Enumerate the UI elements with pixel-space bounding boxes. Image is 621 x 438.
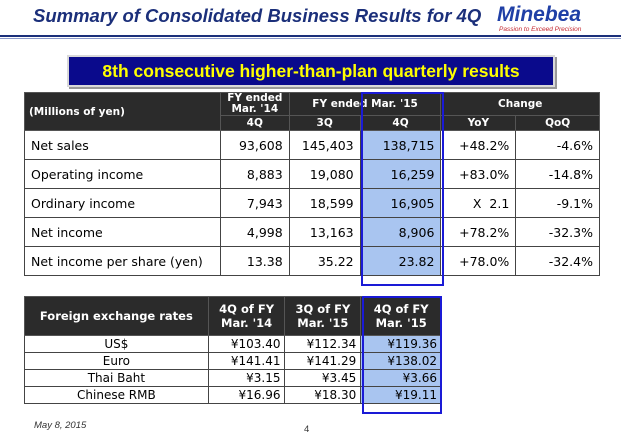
cell-qoq: -32.3% — [515, 217, 600, 247]
fx-value: ¥3.15 — [207, 369, 286, 387]
fx-value: ¥112.34 — [284, 335, 362, 353]
cell-qoq: -14.8% — [515, 159, 600, 189]
cell-value: 19,080 — [288, 159, 361, 189]
cell-value: 8,883 — [219, 159, 290, 189]
col-fy14-4q: 4Q — [219, 115, 290, 131]
cell-yoy: +83.0% — [440, 159, 517, 189]
fx-header-fy14-4q: 4Q of FY Mar. '14 — [207, 296, 286, 336]
cell-value: 13,163 — [288, 217, 361, 247]
currency-label: US$ — [24, 335, 209, 353]
currency-label: Euro — [24, 352, 209, 370]
row-label: Ordinary income — [24, 188, 221, 218]
cell-value: 18,599 — [288, 188, 361, 218]
fx-value: ¥16.96 — [207, 386, 286, 404]
fx-header-label: Foreign exchange rates — [24, 296, 209, 336]
units-label: (Millions of yen) — [24, 92, 221, 131]
fx-value: ¥18.30 — [284, 386, 362, 404]
row-label: Net income per share (yen) — [24, 246, 221, 276]
table-row: Chinese RMB ¥16.96 ¥18.30 ¥19.11 — [24, 386, 442, 404]
cell-qoq: -9.1% — [515, 188, 600, 218]
cell-value-highlight: 23.82 — [359, 246, 442, 276]
fx-value-highlight: ¥19.11 — [360, 386, 442, 404]
header-change: Change — [440, 92, 600, 116]
table-row: Euro ¥141.41 ¥141.29 ¥138.02 — [24, 352, 442, 370]
cell-yoy: X 2.1 — [440, 188, 517, 218]
cell-value: 13.38 — [219, 246, 290, 276]
table-row: Thai Baht ¥3.15 ¥3.45 ¥3.66 — [24, 369, 442, 387]
fx-value-highlight: ¥119.36 — [360, 335, 442, 353]
cell-value-highlight: 8,906 — [359, 217, 442, 247]
fx-value-highlight: ¥3.66 — [360, 369, 442, 387]
fx-header-fy15-3q: 3Q of FY Mar. '15 — [284, 296, 362, 336]
cell-value: 4,998 — [219, 217, 290, 247]
results-table: (Millions of yen) FY ended Mar. '14 FY e… — [24, 92, 600, 276]
fx-value: ¥103.40 — [207, 335, 286, 353]
table-row: Net income 4,998 13,163 8,906 +78.2% -32… — [24, 217, 600, 247]
fx-value: ¥3.45 — [284, 369, 362, 387]
page-number: 4 — [304, 424, 310, 435]
table-row: Net income per share (yen) 13.38 35.22 2… — [24, 246, 600, 276]
headline-banner: 8th consecutive higher-than-plan quarter… — [67, 55, 555, 87]
cell-value: 35.22 — [288, 246, 361, 276]
currency-label: Thai Baht — [24, 369, 209, 387]
table-row: US$ ¥103.40 ¥112.34 ¥119.36 — [24, 335, 442, 353]
title-rule-thin — [0, 38, 621, 39]
cell-value: 93,608 — [219, 130, 290, 160]
cell-yoy: +48.2% — [440, 130, 517, 160]
logo-name: Minebea — [497, 3, 582, 26]
fx-header-fy15-4q: 4Q of FY Mar. '15 — [360, 296, 442, 336]
logo-tagline: Passion to Exceed Precision — [499, 26, 582, 33]
table-row: Net sales 93,608 145,403 138,715 +48.2% … — [24, 130, 600, 160]
row-label: Net sales — [24, 130, 221, 160]
row-label: Operating income — [24, 159, 221, 189]
cell-value-highlight: 16,259 — [359, 159, 442, 189]
fx-value-highlight: ¥138.02 — [360, 352, 442, 370]
row-label: Net income — [24, 217, 221, 247]
cell-value-highlight: 138,715 — [359, 130, 442, 160]
title-rule — [0, 35, 621, 37]
cell-yoy: +78.2% — [440, 217, 517, 247]
table-row: Ordinary income 7,943 18,599 16,905 X 2.… — [24, 188, 600, 218]
cell-value: 145,403 — [288, 130, 361, 160]
fx-value: ¥141.29 — [284, 352, 362, 370]
footer-date: May 8, 2015 — [34, 420, 87, 431]
page-title: Summary of Consolidated Business Results… — [33, 5, 482, 26]
cell-yoy: +78.0% — [440, 246, 517, 276]
currency-label: Chinese RMB — [24, 386, 209, 404]
header-fy15: FY ended Mar. '15 — [288, 92, 442, 116]
table-row: Operating income 8,883 19,080 16,259 +83… — [24, 159, 600, 189]
company-logo: Minebea Passion to Exceed Precision — [497, 4, 612, 34]
col-qoq: QoQ — [515, 115, 600, 131]
col-fy15-4q: 4Q — [359, 115, 442, 131]
fx-table: Foreign exchange rates 4Q of FY Mar. '14… — [24, 296, 442, 404]
col-yoy: YoY — [440, 115, 517, 131]
col-fy15-3q: 3Q — [288, 115, 361, 131]
cell-qoq: -32.4% — [515, 246, 600, 276]
header-fy14: FY ended Mar. '14 — [219, 92, 290, 116]
cell-qoq: -4.6% — [515, 130, 600, 160]
cell-value: 7,943 — [219, 188, 290, 218]
fx-value: ¥141.41 — [207, 352, 286, 370]
cell-value-highlight: 16,905 — [359, 188, 442, 218]
